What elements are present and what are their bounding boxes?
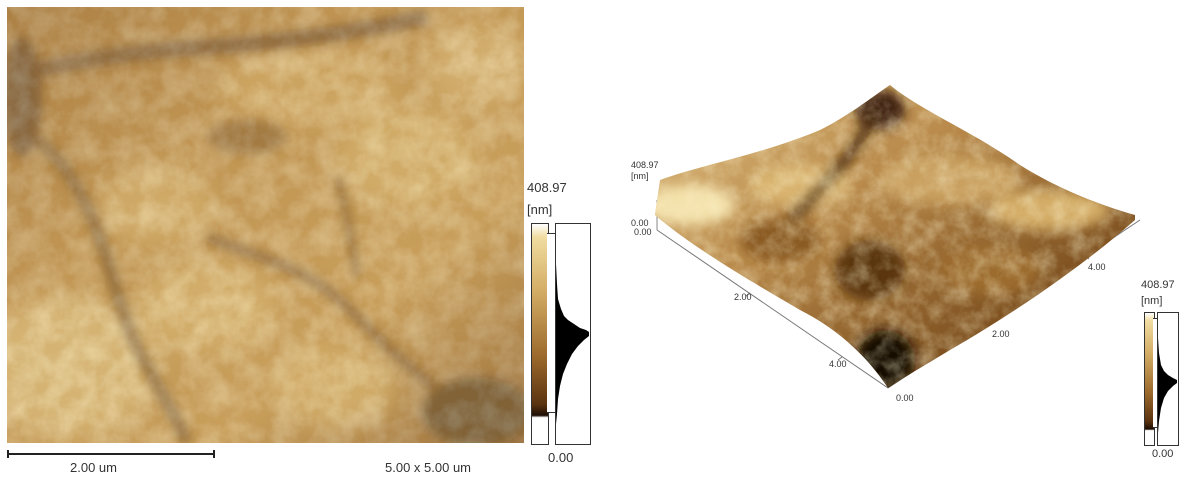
scale-bar (7, 450, 215, 458)
z-axis-unit-label: [nm] (631, 171, 649, 181)
axis-x (656, 229, 889, 389)
colorbar-unit-label: [nm] (527, 202, 553, 217)
scan-size-label: 5.00 x 5.00 um (385, 460, 471, 475)
afm-3d-surface (620, 70, 1150, 410)
colorbar-max-label: 408.97 (527, 180, 567, 195)
scale-bar-label: 2.00 um (70, 460, 117, 475)
corner-origin-label: 0.00 (896, 393, 914, 403)
afm-2d-image (7, 7, 524, 443)
z-axis-origin-label: 0.00 (634, 227, 652, 237)
height-histogram (555, 223, 591, 445)
x-axis-tick-label: 4.00 (829, 359, 847, 369)
z-axis-max-label: 408.97 (631, 160, 659, 170)
y-axis-tick-label: 2.00 (992, 329, 1010, 339)
y-axis-tick-label: 4.00 (1088, 262, 1106, 272)
height-histogram (1157, 312, 1179, 446)
x-axis-tick-label: 2.00 (734, 292, 752, 302)
colorbar-max-label: 408.97 (1141, 279, 1175, 291)
z-axis-min-label: 0.00 (631, 218, 649, 228)
colorbar-min-label: 0.00 (548, 450, 574, 465)
colorbar-min-label: 0.00 (1152, 448, 1174, 460)
colorbar-unit-label: [nm] (1141, 295, 1163, 307)
